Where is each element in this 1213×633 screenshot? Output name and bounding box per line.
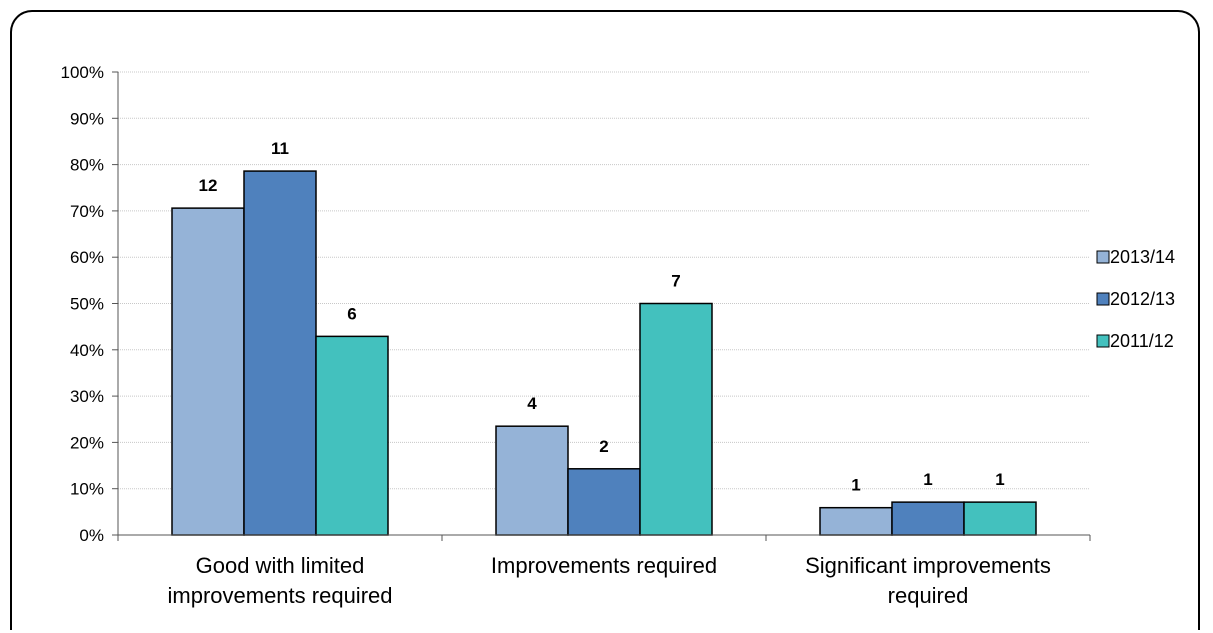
legend-swatch — [1096, 292, 1110, 306]
y-tick-label: 50% — [70, 295, 104, 314]
data-label: 11 — [271, 139, 289, 158]
x-category-label: Improvements required — [491, 553, 717, 578]
chart-frame — [10, 10, 1200, 630]
bar — [639, 302, 713, 536]
data-label: 4 — [527, 394, 537, 413]
data-label: 1 — [923, 470, 932, 489]
data-label: 1 — [995, 470, 1004, 489]
y-tick-label: 10% — [70, 480, 104, 499]
x-category-label: improvements required — [168, 583, 393, 608]
bar — [963, 501, 1037, 536]
legend-label: 2013/14 — [1110, 247, 1175, 267]
x-category-label: Significant improvements — [805, 553, 1051, 578]
bar — [171, 207, 245, 536]
y-tick-label: 60% — [70, 248, 104, 267]
y-tick-label: 20% — [70, 433, 104, 452]
y-tick-label: 90% — [70, 109, 104, 128]
legend-label: 2011/12 — [1110, 331, 1174, 351]
data-label: 7 — [671, 272, 680, 291]
y-tick-label: 80% — [70, 156, 104, 175]
bar — [891, 501, 965, 536]
y-tick-label: 0% — [79, 526, 104, 545]
legend-swatch — [1096, 334, 1110, 348]
y-tick-label: 70% — [70, 202, 104, 221]
y-tick-label: 100% — [61, 63, 104, 82]
bar — [819, 506, 893, 536]
y-tick-label: 40% — [70, 341, 104, 360]
data-label: 6 — [347, 304, 356, 323]
y-tick-label: 30% — [70, 387, 104, 406]
legend-swatch — [1096, 250, 1110, 264]
bar — [567, 468, 641, 536]
legend-label: 2012/13 — [1110, 289, 1175, 309]
bar — [495, 425, 569, 536]
x-category-label: Good with limited — [196, 553, 365, 578]
bar — [315, 335, 389, 536]
x-category-label: required — [888, 583, 969, 608]
data-label: 1 — [851, 476, 860, 495]
data-label: 2 — [599, 437, 608, 456]
data-label: 12 — [199, 176, 218, 195]
bar — [243, 170, 317, 536]
